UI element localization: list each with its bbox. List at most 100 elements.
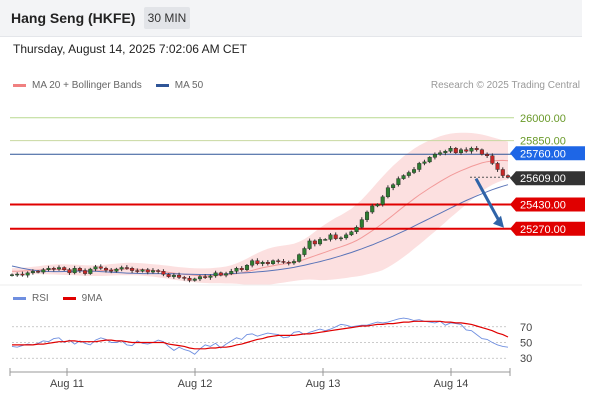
- level-label-resistance: 26000.00: [520, 113, 566, 125]
- candle-body: [15, 273, 20, 276]
- candle-body: [36, 271, 41, 273]
- legend-label-rsi: RSI: [32, 293, 49, 304]
- x-tick-label: Aug 12: [178, 378, 213, 390]
- candle-body: [197, 276, 202, 280]
- candle-body: [203, 276, 208, 278]
- candle-body: [9, 274, 14, 276]
- candle-body: [93, 266, 98, 270]
- level-label: 25609.00: [520, 173, 566, 185]
- level-tag-bg: [510, 221, 585, 236]
- candle-body: [344, 234, 349, 239]
- candle-body: [260, 262, 265, 264]
- candle-body: [103, 268, 108, 271]
- level-label: 25270.00: [520, 224, 566, 236]
- candle-body: [182, 277, 187, 279]
- rsi-series-rsi: [11, 317, 509, 355]
- instrument-title: Hang Seng (HKFE): [11, 10, 136, 26]
- candle-body: [469, 147, 474, 152]
- legend-swatch-ma20: [13, 84, 26, 87]
- candle-body: [145, 269, 150, 273]
- candle-body: [318, 239, 323, 245]
- candle-body: [291, 261, 296, 264]
- candle-body: [328, 234, 333, 240]
- legend-item-ma50: MA 50: [155, 80, 203, 91]
- candle-body: [464, 149, 469, 152]
- rsi-tick-label: 70: [520, 322, 532, 334]
- candle-body: [20, 273, 25, 276]
- candle-body: [98, 266, 103, 269]
- candle-body: [312, 240, 317, 245]
- candle-body: [359, 219, 364, 228]
- candle-body: [500, 169, 505, 176]
- candle-body: [302, 248, 307, 255]
- candle-body: [88, 268, 93, 274]
- candle-body: [156, 270, 161, 272]
- candle-body: [485, 154, 490, 156]
- header-bar: Hang Seng (HKFE) 30 MIN: [0, 0, 582, 37]
- candle-body: [30, 271, 35, 274]
- timeframe-button[interactable]: 30 MIN: [144, 7, 190, 29]
- candle-body: [150, 270, 155, 273]
- candle-body: [62, 267, 67, 270]
- candle-body: [479, 149, 484, 155]
- candle-body: [365, 211, 370, 220]
- level-label-resistance: 25850.00: [520, 136, 566, 148]
- candle-body: [67, 269, 72, 274]
- candle-body: [46, 268, 51, 270]
- candle-body: [323, 239, 328, 241]
- candle-body: [56, 267, 61, 270]
- candle-body: [333, 234, 338, 239]
- x-tick-label: Aug 13: [306, 378, 341, 390]
- candle-body: [41, 269, 46, 273]
- candle-body: [265, 262, 270, 264]
- candle-body: [401, 175, 406, 179]
- candle-body: [286, 262, 291, 264]
- level-tag-support: 25430.00: [510, 197, 585, 212]
- candle-body: [375, 204, 380, 207]
- candle-body: [506, 175, 511, 178]
- candle-body: [234, 268, 239, 272]
- candle-body: [229, 271, 234, 274]
- candle-body: [349, 231, 354, 236]
- candle-body: [130, 268, 135, 271]
- candle-body: [385, 187, 390, 198]
- timestamp: Thursday, August 14, 2025 7:02:06 AM CET: [13, 42, 247, 56]
- candle-body: [438, 152, 443, 155]
- level-tag-support: 25270.00: [510, 221, 585, 236]
- forecast-arrow-head: [493, 215, 504, 228]
- candle-body: [443, 151, 448, 153]
- bollinger-band: [12, 132, 508, 285]
- candle-body: [380, 196, 385, 205]
- candle-body: [192, 278, 197, 281]
- candle-body: [25, 272, 30, 276]
- level-label: 25760.00: [520, 148, 566, 160]
- candle-body: [453, 147, 458, 153]
- candle-body: [474, 147, 479, 150]
- candle-body: [422, 161, 427, 164]
- candle-body: [281, 261, 286, 263]
- price-legend: MA 20 + Bollinger Bands MA 50: [13, 80, 217, 91]
- candle-body: [417, 163, 422, 170]
- candle-body: [109, 269, 114, 272]
- candle-body: [427, 157, 432, 163]
- candle-body: [166, 274, 171, 277]
- level-tag-bg: [510, 197, 585, 212]
- candle-body: [119, 267, 124, 270]
- x-tick-label: Aug 11: [50, 378, 84, 390]
- candle-body: [396, 178, 401, 185]
- level-tag-bg: [510, 146, 585, 161]
- rsi-series-9ma: [12, 320, 509, 350]
- candle-body: [161, 271, 166, 275]
- candle-body: [83, 270, 88, 274]
- candle-body: [208, 275, 213, 278]
- candle-body: [187, 277, 192, 281]
- candle-body: [213, 272, 218, 277]
- level-tag-bg: [510, 171, 585, 186]
- candle-body: [391, 184, 396, 188]
- legend-item-9ma: 9MA: [62, 293, 102, 304]
- candle-body: [140, 269, 145, 272]
- candle-body: [448, 147, 453, 152]
- candle-body: [135, 270, 140, 272]
